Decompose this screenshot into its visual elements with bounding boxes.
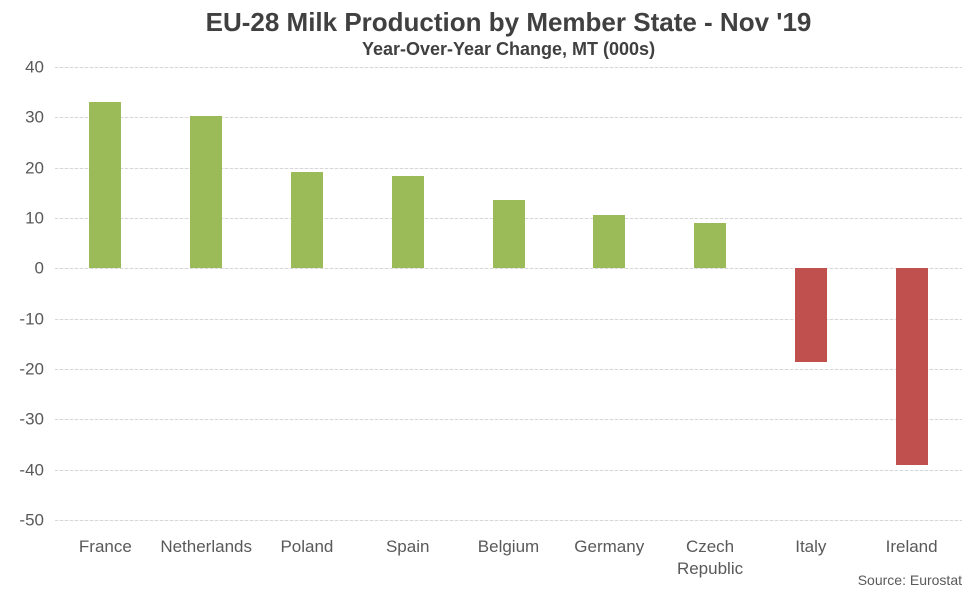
y-tick-label--50: -50: [19, 510, 44, 530]
chart-subtitle: Year-Over-Year Change, MT (000s): [361, 39, 656, 59]
gridline-y--40: [55, 469, 962, 471]
x-category-label-poland: Poland: [280, 537, 334, 556]
y-tick-label--10: -10: [19, 309, 44, 329]
y-tick-label-20: 20: [25, 158, 44, 178]
x-category-label-netherlands: Netherlands: [160, 537, 252, 556]
gridline-y--20: [55, 369, 962, 370]
x-category-label-belgium: Belgium: [477, 537, 540, 556]
bar-ireland: [895, 268, 928, 465]
x-category-label-germany: Germany: [574, 537, 645, 556]
y-tick-label-0: 0: [34, 258, 44, 278]
x-category-label-czech-republic: Czech Republic: [676, 537, 744, 578]
gridline-y-40: [55, 67, 962, 68]
y-tick-label-30: 30: [25, 107, 44, 127]
source-note: Source: Eurostat: [857, 572, 962, 588]
x-category-label-france: France: [78, 537, 132, 556]
bar-belgium: [492, 200, 525, 269]
y-tick-label-10: 10: [25, 208, 44, 228]
gridline-y--30: [55, 419, 962, 421]
bar-france: [89, 102, 122, 269]
chart-title: EU-28 Milk Production by Member State - …: [205, 7, 812, 37]
bar-italy: [794, 268, 827, 363]
x-category-label-ireland: Ireland: [885, 537, 938, 556]
x-category-label-italy: Italy: [795, 537, 827, 556]
x-axis: France Netherlands Poland Spain Belgium Germa…: [0, 536, 975, 582]
y-tick-label-40: 40: [25, 57, 44, 77]
bar-czech-republic: [694, 223, 727, 269]
gridline-y-0: [55, 268, 962, 270]
gridline-y--10: [55, 318, 962, 320]
gridline-y--50: [55, 520, 962, 521]
bar-germany: [593, 215, 626, 269]
gridline-y-30: [55, 117, 962, 119]
y-tick-label--40: -40: [19, 460, 44, 480]
y-tick-label--30: -30: [19, 409, 44, 429]
bar-poland: [290, 172, 323, 269]
y-axis: 40 30 20 10 0 -10 -20 -30 -40 -50: [0, 59, 44, 529]
plot-area: [55, 67, 962, 521]
bar-spain: [391, 176, 424, 269]
bar-netherlands: [190, 116, 223, 269]
y-tick-label--20: -20: [19, 359, 44, 379]
gridline-y-20: [55, 167, 962, 169]
x-category-label-spain: Spain: [385, 537, 430, 556]
